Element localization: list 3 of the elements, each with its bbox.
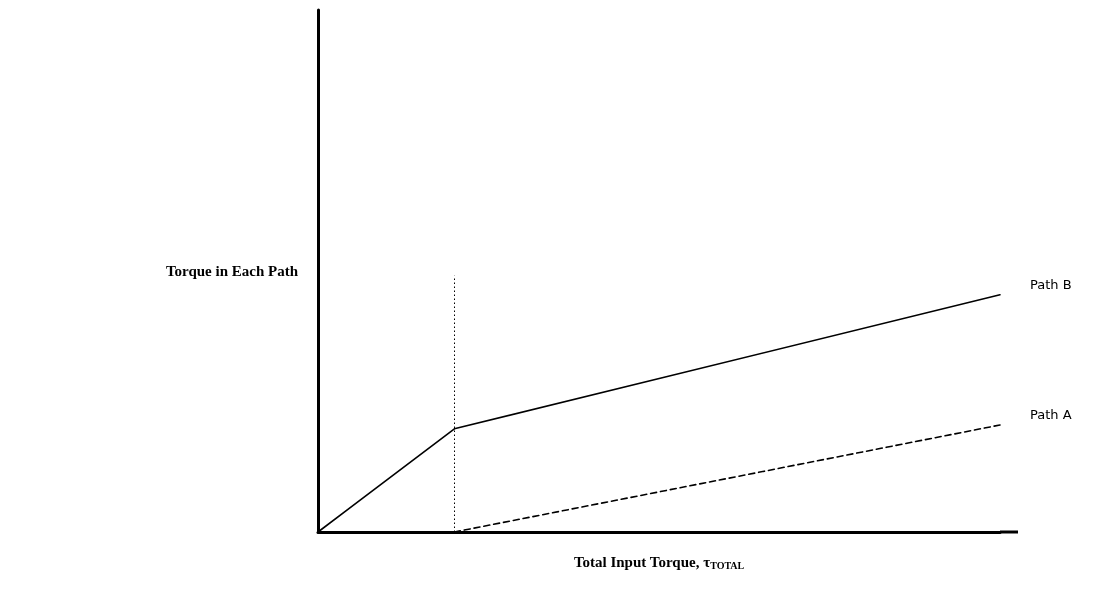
text: Path A [1030, 407, 1072, 423]
text: Path B [1030, 277, 1072, 293]
y-axis-title: Torque in Each Path [165, 263, 299, 279]
